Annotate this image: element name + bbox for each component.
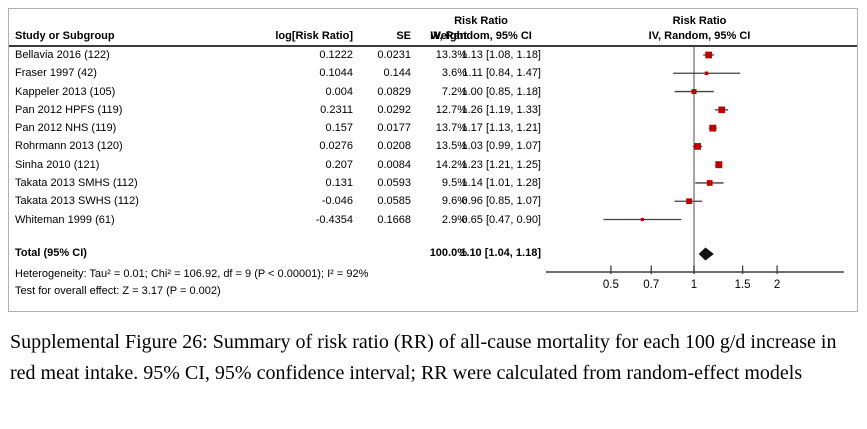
study-row: Kappeler 2013 (105) 0.004 0.0829 7.2% 1.00 [… [9,84,554,101]
forest-plot-panel: Study or Subgroup log[Risk Ratio] SE Wei… [8,8,858,312]
col-header-study: Study or Subgroup [15,30,115,42]
weight-square [694,143,701,150]
weight-square [691,89,697,95]
study-name: Bellavia 2016 (122) [15,49,110,61]
se-value: 0.0208 [377,140,411,153]
weight-value: 13.7% [435,122,467,135]
risk-ratio-ci-value: 1.11 [0.84, 1.47] [462,67,541,80]
axis-tick-label: 2 [774,279,780,291]
study-row: Takata 2013 SWHS (112) -0.046 0.0585 9.6% 0.… [9,193,554,210]
study-name: Takata 2013 SMHS (112) [15,176,138,189]
log-risk-ratio-value: 0.0276 [319,140,353,153]
study-name: Pan 2012 NHS (119) [15,122,117,135]
total-row: Total (95% CI) 100.0% 1.10 [1.04, 1.18] [9,245,554,262]
se-value: 0.0593 [377,176,411,189]
overall-effect-text: Test for overall effect: Z = 3.17 (P = 0… [15,285,221,297]
study-row: Bellavia 2016 (122) 0.1222 0.0231 13.3% 1.13… [9,47,554,64]
log-risk-ratio-value: 0.004 [325,85,353,98]
total-diamond [698,247,714,261]
study-name: Whiteman 1999 (61) [15,213,115,226]
study-name: Fraser 1997 (42) [15,67,97,80]
total-label: Total (95% CI) [15,247,87,259]
log-risk-ratio-value: 0.2311 [320,103,353,116]
total-rr-ci: 1.10 [1.04, 1.18] [460,247,541,259]
weight-square [704,71,709,76]
study-row: Pan 2012 HPFS (119) 0.2311 0.0292 12.7% 1.26… [9,102,554,119]
weight-square [686,198,692,205]
risk-ratio-ci-value: 1.17 [1.13, 1.21] [461,122,541,135]
study-name: Sinha 2010 (121) [15,158,100,171]
plot-header-risk-ratio-line2: IV, Random, 95% CI [648,30,751,42]
study-name: Kappeler 2013 (105) [15,85,116,98]
study-name: Pan 2012 HPFS (119) [15,103,123,116]
axis-tick-label: 0.5 [603,279,619,291]
study-row: Fraser 1997 (42) 0.1044 0.144 3.6% 1.11 [0.8… [9,65,554,82]
study-row: Takata 2013 SMHS (112) 0.131 0.0593 9.5% 1.1… [9,175,554,192]
weight-square [715,161,723,169]
total-weight: 100.0% [429,247,467,259]
log-risk-ratio-value: 0.157 [325,122,353,135]
col-header-risk-ratio-line2: IV, Random, 95% CI [430,30,532,42]
weight-value: 13.3% [435,49,467,61]
weight-value: 12.7% [435,103,467,116]
weight-square [718,106,725,114]
weight-value: 13.5% [435,140,467,153]
risk-ratio-ci-value: 1.14 [1.01, 1.28] [461,176,541,189]
risk-ratio-ci-value: 0.96 [0.85, 1.07] [461,195,541,208]
axis-tick-label: 1.5 [735,279,751,291]
log-risk-ratio-value: 0.1044 [319,67,353,80]
se-value: 0.0829 [377,85,411,98]
se-value: 0.0292 [377,103,411,116]
risk-ratio-ci-value: 1.26 [1.19, 1.33] [461,103,541,116]
weight-square [709,124,717,132]
log-risk-ratio-value: 0.1222 [319,49,353,61]
weight-value: 9.6% [441,195,467,208]
col-header-weight: Weight [430,30,467,42]
se-value: 0.0177 [377,122,411,135]
plot-header-risk-ratio-line1: Risk Ratio [672,15,727,27]
risk-ratio-ci-value: 1.13 [1.08, 1.18] [461,49,541,61]
weight-square [705,51,713,59]
se-value: 0.0585 [377,195,411,208]
weight-value: 2.9% [441,213,467,226]
risk-ratio-ci-value: 0.65 [0.47, 0.90] [461,213,541,226]
risk-ratio-ci-value: 1.03 [0.99, 1.07] [461,140,541,153]
study-row: Whiteman 1999 (61) -0.4354 0.1668 2.9% 0.65 … [9,212,554,229]
log-risk-ratio-value: -0.4354 [315,213,353,226]
header-underline [9,45,857,47]
study-row: Pan 2012 NHS (119) 0.157 0.0177 13.7% 1.17 [… [9,120,554,137]
log-risk-ratio-value: 0.131 [325,176,353,189]
study-row: Rohrmann 2013 (120) 0.0276 0.0208 13.5% 1.03… [9,138,554,155]
weight-value: 9.5% [441,176,467,189]
study-name: Takata 2013 SWHS (112) [15,195,139,208]
weight-value: 14.2% [435,158,467,171]
risk-ratio-ci-value: 1.23 [1.21, 1.25] [461,158,541,171]
col-header-log-risk-ratio: log[Risk Ratio] [275,30,353,42]
study-row: Sinha 2010 (121) 0.207 0.0084 14.2% 1.23 [1.… [9,157,554,174]
heterogeneity-text: Heterogeneity: Tau² = 0.01; Chi² = 106.9… [15,268,369,280]
axis-tick-label: 0.7 [643,279,659,291]
weight-value: 7.2% [441,85,467,98]
figure-caption: Supplemental Figure 26: Summary of risk … [10,331,837,384]
se-value: 0.1668 [377,213,411,226]
forest-plot-svg: 0.5 0.7 1 1.5 2 [546,47,844,291]
se-value: 0.0084 [377,158,411,171]
weight-square [640,217,644,222]
risk-ratio-ci-value: 1.00 [0.85, 1.18] [461,85,541,98]
weight-value: 3.6% [441,67,467,80]
se-value: 0.0231 [377,49,411,61]
axis-tick-label: 1 [691,279,697,291]
col-header-risk-ratio-line1: Risk Ratio [454,15,508,27]
weight-square [706,180,713,186]
log-risk-ratio-value: 0.207 [325,158,353,171]
col-header-se: SE [396,30,411,42]
log-risk-ratio-value: -0.046 [321,195,353,208]
study-name: Rohrmann 2013 (120) [15,140,123,153]
se-value: 0.144 [383,67,411,80]
